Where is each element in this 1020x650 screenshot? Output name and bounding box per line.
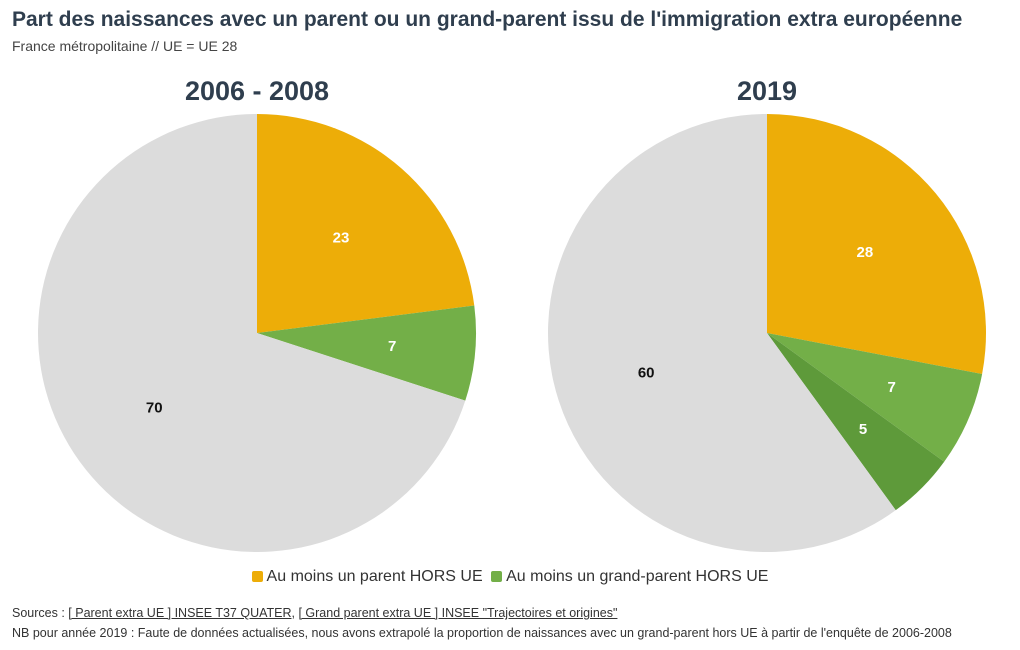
footnote: NB pour année 2019 : Faute de données ac… xyxy=(12,626,952,640)
pie-1-data-label-1: 7 xyxy=(887,379,895,396)
sources-prefix: Sources : xyxy=(12,606,69,620)
legend: Au moins un parent HORS UE Au moins un g… xyxy=(0,568,1020,586)
source-link-grandparent[interactable]: [ Grand parent extra UE ] INSEE "Traject… xyxy=(298,606,618,620)
pie-charts: 23 7 70 28 7 5 60 xyxy=(37,114,986,552)
sources-separator: , xyxy=(291,606,299,620)
pie-0-data-label-1: 7 xyxy=(388,338,396,355)
pie-0-slice-0[interactable] xyxy=(257,114,475,333)
pie-0-data-label-0: 23 xyxy=(333,230,350,247)
legend-swatch-grandparent xyxy=(491,571,503,582)
pie-1-slice-0[interactable] xyxy=(767,114,986,375)
pie-1-slice-1[interactable] xyxy=(767,333,983,462)
pie-title-2006-2008: 2006 - 2008 xyxy=(184,76,330,106)
pie-1-data-label-0: 28 xyxy=(857,244,874,261)
pie-0-data-label-2: 70 xyxy=(146,400,163,417)
chart-subtitle: France métropolitaine // UE = UE 28 xyxy=(12,38,238,54)
source-link-parent[interactable]: [ Parent extra UE ] INSEE T37 QUATER xyxy=(68,606,292,620)
pie-1: 28 7 5 60 xyxy=(547,114,986,552)
pie-0: 23 7 70 xyxy=(37,114,476,552)
pie-1-slice-3[interactable] xyxy=(547,114,896,552)
legend-label-grandparent: Au moins un grand-parent HORS UE xyxy=(506,568,769,585)
legend-item-parent[interactable]: Au moins un parent HORS UE xyxy=(251,568,483,586)
sources-line: Sources : [ Parent extra UE ] INSEE T37 … xyxy=(12,606,617,620)
chart-title: Part des naissances avec un parent ou un… xyxy=(12,8,963,31)
legend-label-parent: Au moins un parent HORS UE xyxy=(266,568,483,585)
legend-swatch-parent xyxy=(251,571,263,582)
pie-0-slice-2[interactable] xyxy=(37,114,466,552)
pie-1-slice-2[interactable] xyxy=(767,333,945,511)
legend-item-grandparent[interactable]: Au moins un grand-parent HORS UE xyxy=(491,568,768,586)
pie-1-data-label-3: 60 xyxy=(638,364,655,381)
pie-0-slice-1[interactable] xyxy=(257,305,476,401)
pie-title-2019: 2019 xyxy=(736,76,798,106)
pie-1-data-label-2: 5 xyxy=(859,421,867,438)
